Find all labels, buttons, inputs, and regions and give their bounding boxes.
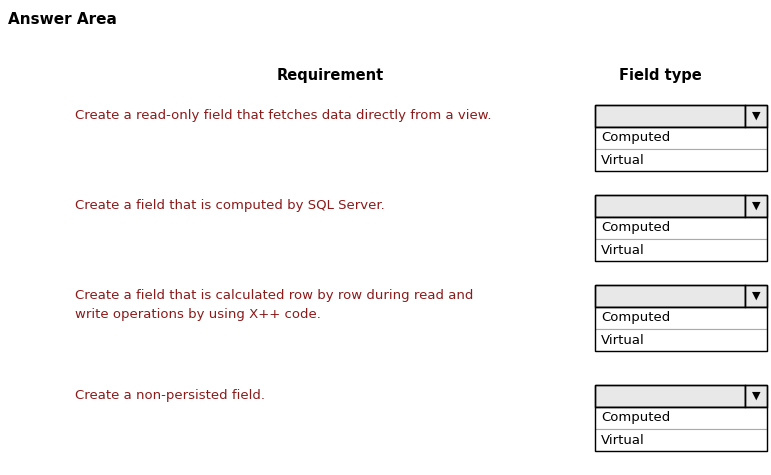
- Bar: [595, 217, 767, 239]
- Bar: [595, 285, 745, 307]
- Text: Requirement: Requirement: [276, 68, 384, 83]
- Text: Virtual: Virtual: [601, 434, 645, 446]
- Bar: [595, 127, 767, 171]
- Bar: [595, 429, 767, 451]
- Bar: [595, 105, 745, 127]
- Bar: [595, 385, 745, 407]
- Bar: [595, 307, 767, 329]
- Bar: [745, 385, 767, 407]
- Text: Create a field that is calculated row by row during read and
write operations by: Create a field that is calculated row by…: [75, 289, 473, 321]
- Text: Field type: Field type: [618, 68, 702, 83]
- Text: Create a read-only field that fetches data directly from a view.: Create a read-only field that fetches da…: [75, 109, 491, 122]
- Bar: [745, 285, 767, 307]
- Text: ▼: ▼: [752, 111, 760, 121]
- Text: Computed: Computed: [601, 221, 670, 235]
- Bar: [595, 329, 767, 351]
- Text: Virtual: Virtual: [601, 333, 645, 346]
- Bar: [595, 407, 767, 451]
- Text: Virtual: Virtual: [601, 244, 645, 256]
- Text: Computed: Computed: [601, 132, 670, 144]
- Bar: [595, 105, 767, 127]
- Text: Answer Area: Answer Area: [8, 12, 117, 27]
- Bar: [745, 195, 767, 217]
- Text: ▼: ▼: [752, 391, 760, 401]
- Bar: [595, 217, 767, 261]
- Bar: [595, 149, 767, 171]
- Bar: [595, 195, 767, 217]
- Text: Computed: Computed: [601, 411, 670, 425]
- Bar: [745, 105, 767, 127]
- Text: Computed: Computed: [601, 312, 670, 324]
- Bar: [595, 239, 767, 261]
- Bar: [595, 407, 767, 429]
- Bar: [595, 285, 767, 307]
- Text: Virtual: Virtual: [601, 153, 645, 167]
- Bar: [595, 307, 767, 351]
- Text: ▼: ▼: [752, 291, 760, 301]
- Bar: [595, 195, 745, 217]
- Bar: [595, 127, 767, 149]
- Bar: [595, 385, 767, 407]
- Text: Create a non-persisted field.: Create a non-persisted field.: [75, 389, 265, 402]
- Text: Create a field that is computed by SQL Server.: Create a field that is computed by SQL S…: [75, 199, 385, 212]
- Text: ▼: ▼: [752, 201, 760, 211]
